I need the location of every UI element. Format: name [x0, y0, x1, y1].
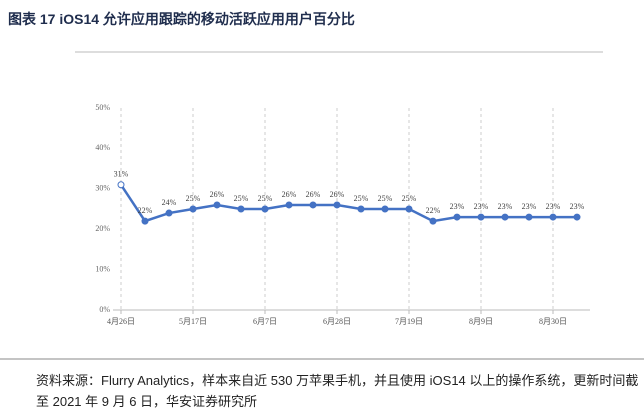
marker: [117, 181, 125, 189]
marker: [189, 205, 197, 213]
x-tick-label: 8月9日: [469, 317, 493, 326]
x-tick-label: 4月26日: [107, 317, 135, 326]
marker: [453, 213, 461, 221]
value-label: 25%: [258, 194, 273, 203]
marker: [429, 217, 437, 225]
y-tick-label: 30%: [95, 184, 110, 193]
source-note: 资料来源：Flurry Analytics，样本来自近 530 万苹果手机，并且…: [36, 373, 639, 409]
x-tick-label: 5月17日: [179, 317, 207, 326]
value-label: 23%: [522, 202, 537, 211]
marker: [501, 213, 509, 221]
value-label: 25%: [186, 194, 201, 203]
marker: [261, 205, 269, 213]
page: {"chart_data": {"type": "line", "title":…: [0, 11, 644, 409]
line: [119, 184, 577, 223]
value-label: 22%: [426, 206, 441, 215]
marker: [333, 201, 341, 209]
value-label: 26%: [282, 190, 297, 199]
value-label: 26%: [306, 190, 321, 199]
marker: [165, 209, 173, 217]
marker: [309, 201, 317, 209]
marker: [525, 213, 533, 221]
value-label: 23%: [450, 202, 465, 211]
value-label: 23%: [474, 202, 489, 211]
y-tick-label: 50%: [95, 103, 110, 112]
marker: [357, 205, 365, 213]
value-label: 31%: [114, 170, 129, 179]
y-tick-label: 10%: [95, 264, 110, 273]
value-label: 25%: [234, 194, 249, 203]
x-tick-label: 6月7日: [253, 317, 277, 326]
y-tick-label: 20%: [95, 224, 110, 233]
marker: [381, 205, 389, 213]
value-label: 22%: [138, 206, 153, 215]
value-label: 23%: [570, 202, 585, 211]
marker: [213, 201, 221, 209]
value-label: 25%: [354, 194, 369, 203]
marker: [237, 205, 245, 213]
value-label: 26%: [210, 190, 225, 199]
marker: [405, 205, 413, 213]
value-label: 26%: [330, 190, 345, 199]
value-label: 23%: [498, 202, 513, 211]
marker: [477, 213, 485, 221]
y-tick-label: 40%: [95, 143, 110, 152]
marker: [549, 213, 557, 221]
y-tick-label: 0%: [99, 305, 110, 314]
value-label: 25%: [378, 194, 393, 203]
value-label: 24%: [162, 198, 177, 207]
marker: [141, 217, 149, 225]
x-tick-label: 6月28日: [323, 317, 351, 326]
marker: [573, 213, 581, 221]
chart: 0% 10% 20% 30% 40% 50% 4月26日 5月17日 6月7日 6月28日 7月19…: [0, 51, 644, 360]
chart-title: 图表 17 iOS14 允许应用跟踪的移动活跃应用用户百分比: [8, 11, 355, 27]
x-tick-label: 8月30日: [539, 317, 567, 326]
value-label: 25%: [402, 194, 417, 203]
value-label: 23%: [546, 202, 561, 211]
marker: [285, 201, 293, 209]
x-tick-label: 7月19日: [395, 317, 423, 326]
